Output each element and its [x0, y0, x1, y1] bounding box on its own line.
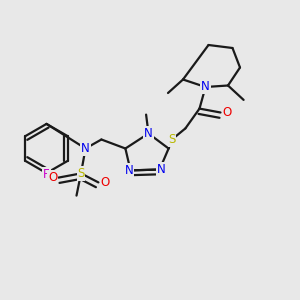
Text: S: S: [168, 133, 175, 146]
Text: O: O: [100, 176, 109, 189]
Text: F: F: [43, 168, 50, 181]
Text: O: O: [223, 106, 232, 119]
Text: N: N: [201, 80, 210, 94]
Text: N: N: [157, 163, 166, 176]
Text: S: S: [77, 167, 85, 180]
Text: N: N: [124, 164, 134, 177]
Text: N: N: [144, 127, 153, 140]
Text: N: N: [81, 142, 90, 155]
Text: O: O: [48, 171, 57, 184]
